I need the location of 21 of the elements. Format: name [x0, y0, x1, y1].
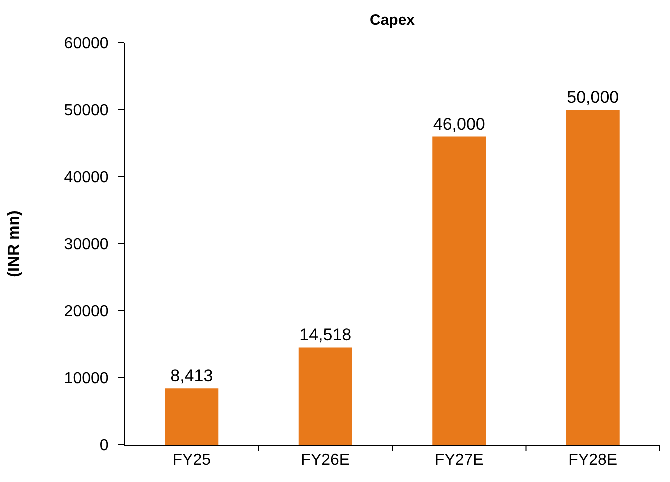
x-tick-label: FY28E: [568, 452, 618, 470]
x-tick-label: FY26E: [301, 452, 350, 470]
bar: [165, 388, 219, 445]
y-tick-label: 20000: [64, 304, 109, 321]
data-label: 14,518: [300, 326, 352, 345]
y-axis-title: (INR mn): [6, 210, 24, 278]
y-tick-label: 60000: [64, 36, 109, 53]
bar: [566, 110, 620, 445]
x-tick-label: FY25: [172, 452, 212, 470]
y-tick-label: 30000: [64, 236, 109, 254]
y-tick-label: 10000: [64, 370, 109, 388]
data-label: 46,000: [433, 114, 486, 134]
bar: [298, 348, 352, 445]
chart-title: Capex: [370, 12, 416, 29]
y-tick-label: 0: [100, 438, 109, 455]
data-label: 8,413: [170, 366, 214, 386]
bar: [432, 136, 486, 445]
x-tick-label: FY27E: [434, 452, 484, 470]
y-tick-label: 50000: [64, 102, 109, 120]
data-label: 50,000: [567, 88, 620, 107]
y-tick-label: 40000: [64, 170, 109, 187]
